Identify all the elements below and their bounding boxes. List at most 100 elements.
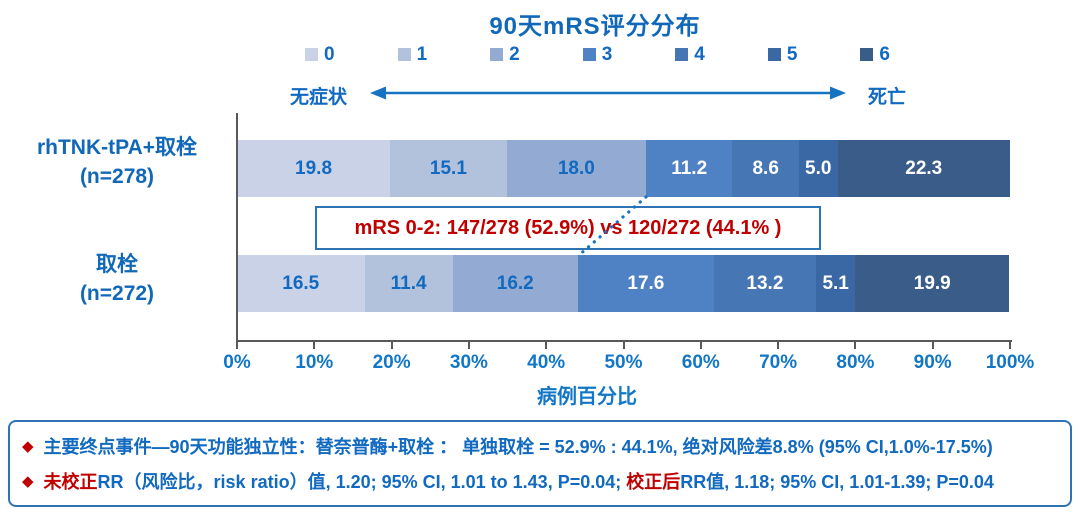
legend-swatch-icon (305, 47, 318, 61)
bar-segment-value: 5.0 (805, 157, 832, 179)
footer-adjusted-stats: RR值, 1.18; 95% CI, 1.01-1.39; P=0.04 (680, 472, 994, 492)
bar-segment-mrs-2: 16.2 (452, 255, 578, 312)
legend-item-mrs-0: 0 (305, 45, 335, 64)
x-axis-title: 病例百分比 (537, 386, 637, 408)
bar-segment-value: 11.4 (390, 272, 427, 294)
bar-segment-mrs-4: 8.6 (732, 140, 799, 197)
footer-line-2: ◆ 未校正RR（风险比，risk ratio）值, 1.20; 95% CI, … (22, 468, 1058, 494)
group-n: (n=278) (79, 165, 155, 189)
legend-swatch-icon (490, 47, 504, 61)
annotation-box: mRS 0-2: 147/278 (52.9%) vs 120/272 (44.… (315, 206, 821, 250)
footer-line-1-text: 主要终点事件—90天功能独立性：替奈普酶+取栓 ： 单独取栓 = 52.9% :… (43, 437, 993, 457)
group-name: 取栓 (96, 253, 138, 276)
group-name: rhTNK-tPA+取栓 (36, 136, 198, 159)
bar-segment-value: 11.2 (671, 157, 708, 179)
bar-segment-mrs-1: 11.4 (364, 255, 453, 312)
x-axis-tick (622, 342, 625, 349)
x-axis-tick (931, 342, 934, 349)
x-axis-tick-labels: 0% 10% 20% 30% 40% 50% 60% 70% 80% 90% 100% (223, 352, 1034, 376)
footer-line-1: ◆ 主要终点事件—90天功能独立性：替奈普酶+取栓 ： 单独取栓 = 52.9%… (22, 433, 1058, 459)
bar-segment-mrs-0: 19.8 (237, 140, 391, 197)
bar-segment-mrs-6: 22.3 (837, 140, 1010, 197)
x-axis-tick (467, 342, 470, 349)
group-n: (n=272) (79, 282, 155, 306)
legend-label: 3 (601, 43, 613, 65)
bar-segment-value: 13.2 (746, 272, 784, 294)
scale-right-label: 死亡 (868, 87, 907, 108)
legend-label: 4 (694, 43, 705, 65)
x-axis-tick-label: 60% (681, 352, 720, 373)
group-label-control: 取栓 (n=272) (8, 250, 226, 309)
bar-segment-value: 15.1 (429, 157, 467, 179)
bar-segment-value: 5.1 (822, 272, 849, 294)
legend-swatch-icon (860, 47, 874, 61)
legend-label: 5 (786, 43, 798, 65)
bar-segment-value: 22.3 (905, 157, 943, 179)
legend-item-mrs-2: 2 (490, 45, 520, 64)
bar-segment-value: 18.0 (557, 157, 595, 179)
legend-swatch-icon (767, 47, 781, 61)
legend-swatch-icon (397, 47, 411, 61)
bar-control: 16.5 11.4 16.2 17.6 13.2 5.1 19.9 (237, 255, 1010, 312)
legend-item-mrs-3: 3 (582, 43, 613, 65)
legend-item-mrs-4: 4 (675, 45, 705, 64)
bar-segment-mrs-3: 11.2 (645, 140, 733, 197)
legend-label: 2 (509, 43, 520, 65)
x-axis-tick-label: 70% (759, 352, 798, 373)
bar-segment-value: 16.2 (496, 272, 534, 294)
diamond-bullet-icon: ◆ (22, 472, 34, 490)
x-axis-tick-label: 50% (604, 352, 643, 373)
legend-item-mrs-1: 1 (397, 43, 428, 65)
x-axis-tick (854, 342, 857, 349)
footer-box: ◆ 主要终点事件—90天功能独立性：替奈普酶+取栓 ： 单独取栓 = 52.9%… (8, 420, 1072, 507)
x-axis-tick-label: 80% (836, 352, 875, 373)
x-axis-tick-label: 10% (295, 352, 334, 373)
footer-unadjusted-stats: RR（风险比，risk ratio）值, 1.20; 95% CI, 1.01 … (97, 472, 627, 492)
bar-segment-value: 19.8 (295, 157, 333, 179)
chart-title: 90天mRS评分分布 (489, 13, 701, 40)
group-label-treatment: rhTNK-tPA+取栓 (n=278) (8, 133, 226, 192)
bar-segment-value: 8.6 (752, 157, 779, 179)
x-axis-tick (699, 342, 702, 349)
footer-line-2-text: 未校正RR（风险比，risk ratio）值, 1.20; 95% CI, 1.… (44, 468, 994, 494)
diamond-bullet-icon: ◆ (22, 437, 34, 455)
bar-segment-value: 19.9 (913, 272, 951, 294)
x-axis-tick-label: 0% (223, 352, 251, 373)
x-axis-tick (545, 342, 548, 349)
footer-adjusted-label: 校正后 (626, 472, 681, 492)
annotation-text: mRS 0-2: 147/278 (52.9%) vs 120/272 (44.… (354, 216, 782, 239)
bar-segment-value: 16.5 (282, 272, 320, 294)
bar-segment-mrs-5: 5.1 (815, 255, 856, 312)
bar-segment-mrs-5: 5.0 (798, 140, 838, 197)
legend-label: 1 (416, 43, 428, 65)
x-axis-tick (1009, 342, 1011, 349)
x-axis-tick (390, 342, 393, 349)
bar-segment-value: 17.6 (627, 272, 665, 294)
y-axis-line (236, 113, 238, 342)
x-axis-tick-label: 100% (985, 352, 1035, 373)
legend-swatch-icon (675, 47, 689, 61)
legend: 0 1 2 3 4 5 6 (305, 44, 890, 64)
bar-segment-mrs-4: 13.2 (713, 255, 816, 312)
x-axis-tick-label: 20% (372, 352, 411, 373)
x-axis-tick (777, 342, 780, 349)
bar-treatment: 19.8 15.1 18.0 11.2 8.6 5.0 22.3 (237, 140, 1010, 197)
bar-segment-mrs-2: 18.0 (506, 140, 646, 197)
bar-segment-mrs-1: 15.1 (390, 140, 507, 197)
x-axis-tick (236, 342, 238, 349)
legend-label: 6 (879, 43, 890, 65)
scale-left-label: 无症状 (290, 87, 348, 108)
x-axis-line (236, 340, 1012, 342)
x-axis-tick (313, 342, 316, 349)
double-arrow-icon (370, 86, 846, 100)
x-axis-tick-label: 90% (913, 352, 952, 373)
bar-segment-mrs-3: 17.6 (577, 255, 714, 312)
bar-segment-mrs-0: 16.5 (237, 255, 365, 312)
x-axis-tick-label: 30% (449, 352, 488, 373)
legend-label: 0 (324, 43, 335, 65)
bar-segment-mrs-6: 19.9 (855, 255, 1010, 312)
x-axis-ticks (236, 342, 1011, 349)
x-axis-tick-label: 40% (527, 352, 566, 373)
legend-swatch-icon (582, 47, 596, 61)
